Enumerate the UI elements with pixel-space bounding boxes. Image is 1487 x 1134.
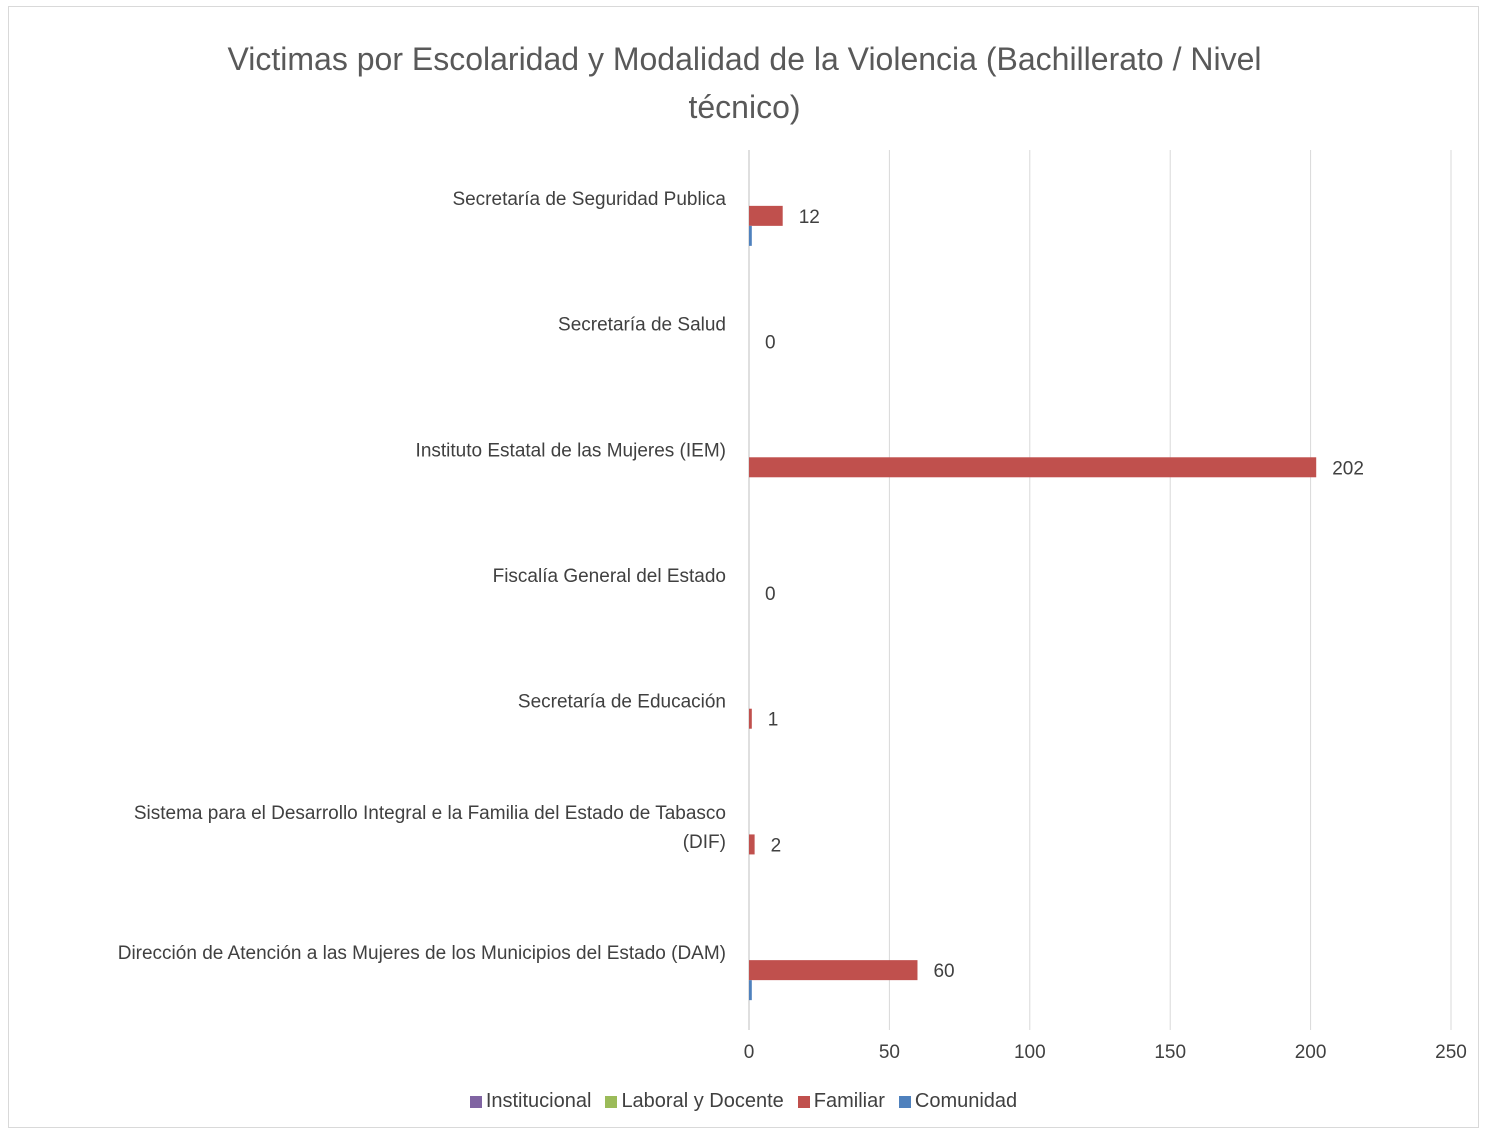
category-label: Instituto Estatal de las Mujeres (IEM)	[416, 440, 726, 461]
bar-familiar	[749, 457, 1317, 478]
legend-swatch	[605, 1095, 618, 1108]
legend-label: Comunidad	[914, 1090, 1018, 1112]
legend-label: Laboral y Docente	[621, 1090, 784, 1112]
legend-label: Familiar	[813, 1090, 885, 1112]
legend-swatch	[469, 1095, 482, 1108]
data-label: 202	[1332, 458, 1364, 479]
legend-item: Comunidad	[898, 1090, 1018, 1113]
legend-label: Institucional	[485, 1090, 592, 1112]
x-tick-label: 100	[1014, 1042, 1046, 1063]
chart-title-line-2: técnico)	[688, 89, 801, 125]
data-label: 0	[765, 333, 776, 354]
x-tick-label: 250	[1435, 1042, 1467, 1063]
category-label: Secretaría de Seguridad Publica	[452, 189, 726, 210]
category-label: Dirección de Atención a las Mujeres de l…	[118, 943, 726, 964]
x-tick-label: 200	[1295, 1042, 1327, 1063]
category-label: Sistema para el Desarrollo Integral e la…	[134, 803, 726, 853]
x-tick-label: 150	[1154, 1042, 1186, 1063]
legend-item: Laboral y Docente	[605, 1090, 784, 1113]
category-label: Secretaría de Educación	[518, 692, 726, 713]
category-label: Fiscalía General del Estado	[493, 566, 726, 587]
bar-comunidad	[749, 225, 752, 246]
legend: Institucional Laboral y Docente Familiar Co…	[0, 1090, 1487, 1113]
bar-comunidad	[749, 980, 752, 1001]
legend-item: Institucional	[469, 1090, 592, 1113]
bar-familiar	[749, 960, 918, 981]
legend-item: Familiar	[797, 1090, 885, 1113]
x-tick-label: 0	[744, 1042, 755, 1063]
data-label: 2	[771, 835, 782, 856]
bar-familiar	[749, 708, 752, 729]
chart-title-line-1: Victimas por Escolaridad y Modalidad de …	[227, 41, 1262, 77]
bar-familiar	[749, 834, 755, 855]
chart-area: Victimas por Escolaridad y Modalidad de …	[8, 6, 1479, 1128]
data-label: 60	[933, 961, 954, 982]
legend-swatch	[898, 1095, 911, 1108]
category-label: Secretaría de Salud	[558, 315, 726, 336]
data-label: 0	[765, 584, 776, 605]
legend-swatch	[797, 1095, 810, 1108]
chart-title: Victimas por Escolaridad y Modalidad de …	[9, 35, 1480, 131]
x-tick-label: 50	[879, 1042, 900, 1063]
data-label: 1	[768, 710, 779, 731]
data-label: 12	[799, 207, 820, 228]
bar-familiar	[749, 205, 783, 226]
